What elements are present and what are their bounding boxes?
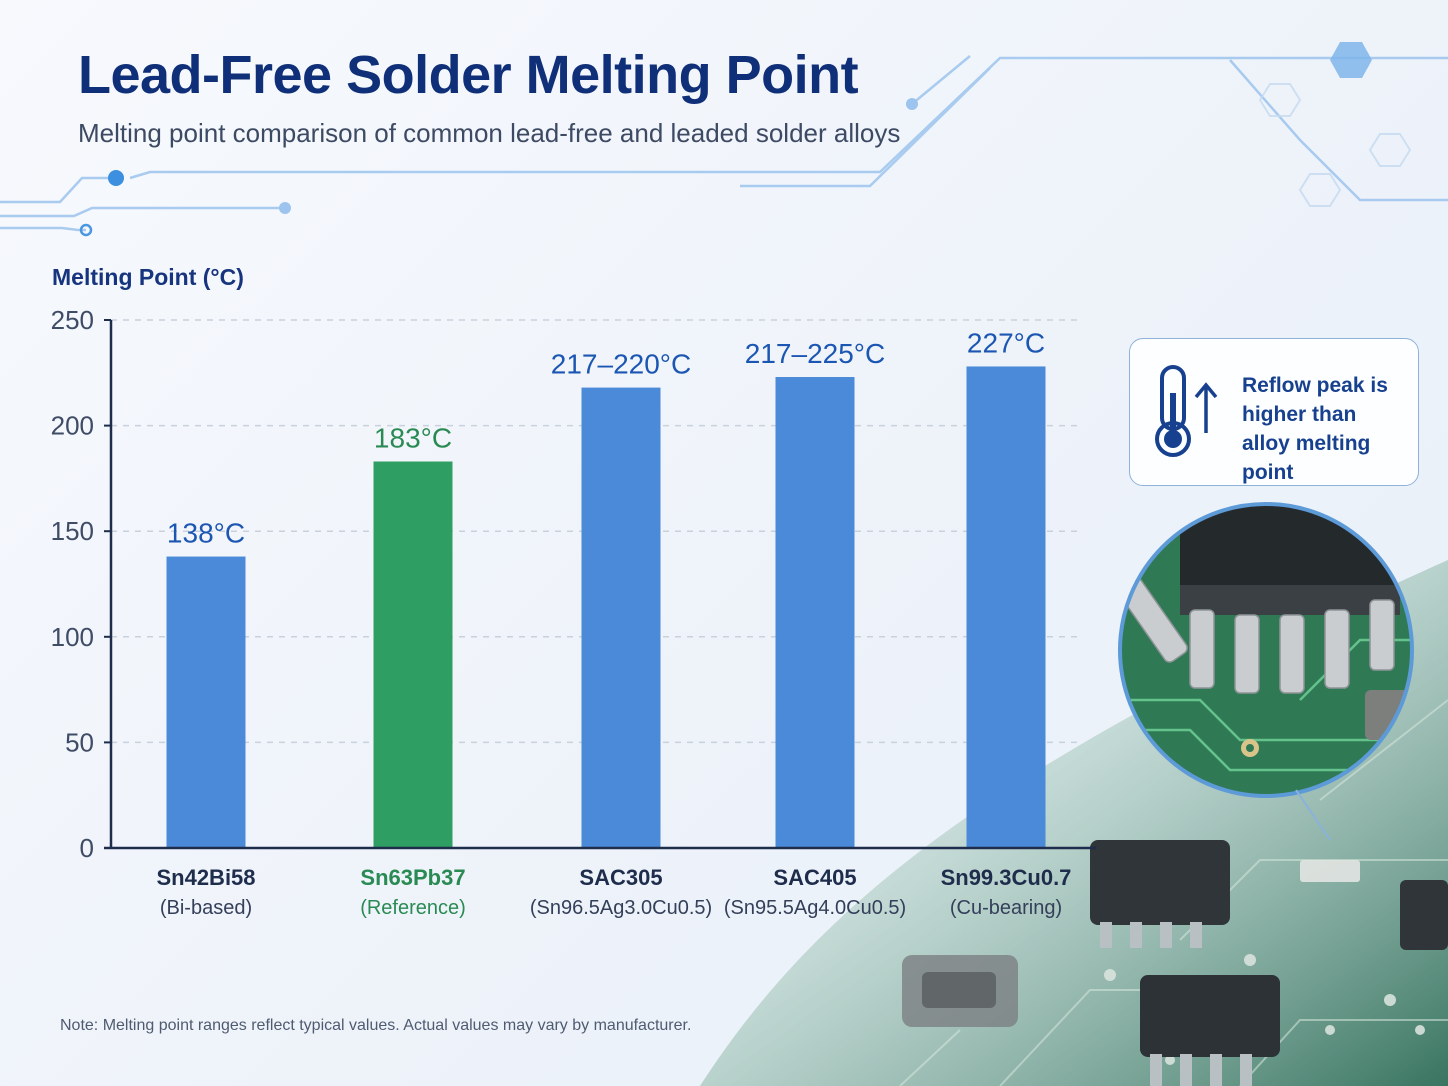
page-subtitle: Melting point comparison of common lead-… (78, 118, 901, 148)
x-category-sublabel: (Reference) (360, 897, 466, 919)
x-category-sublabel: (Bi-based) (160, 897, 252, 919)
page-title: Lead-Free Solder Melting Point (78, 45, 859, 105)
y-axis-label: Melting Point (°C) (52, 264, 244, 290)
bar-sac405 (775, 377, 855, 848)
y-tick-label: 150 (51, 516, 94, 546)
bar-sac305 (581, 387, 661, 848)
bar-value-label: 227°C (967, 327, 1045, 358)
x-category-sublabel: (Cu-bearing) (950, 897, 1062, 919)
bar-value-label: 183°C (374, 423, 452, 454)
x-category-label: Sn63Pb37 (360, 865, 465, 890)
thermometer-up-icon (1155, 365, 1218, 457)
x-category-label: SAC305 (579, 865, 662, 890)
x-category-label: Sn42Bi58 (156, 865, 255, 890)
y-tick-label: 100 (51, 622, 94, 652)
bar-value-label: 138°C (167, 518, 245, 549)
bar-value-label: 217–225°C (745, 338, 885, 369)
bar-sn99-3cu0-7 (966, 366, 1046, 848)
y-tick-label: 50 (65, 727, 94, 757)
footnote: Note: Melting point ranges reflect typic… (60, 1017, 692, 1034)
y-tick-label: 200 (51, 411, 94, 441)
bar-value-label: 217–220°C (551, 349, 691, 380)
callout-text: Reflow peak is higher than alloy melting… (1242, 374, 1388, 484)
bar-sn42bi58 (166, 556, 246, 848)
x-category-sublabel: (Sn96.5Ag3.0Cu0.5) (530, 897, 712, 919)
y-tick-label: 250 (51, 305, 94, 335)
circuit-lines-decoration (0, 55, 1448, 232)
reflow-callout-box: Reflow peak is higher than alloy melting… (1129, 338, 1419, 486)
y-tick-label: 0 (80, 833, 94, 863)
magnified-pcb-image (1120, 504, 1412, 796)
x-category-label: SAC405 (773, 865, 856, 890)
x-category-sublabel: (Sn95.5Ag4.0Cu0.5) (724, 897, 906, 919)
bar-sn63pb37 (373, 461, 453, 848)
x-category-label: Sn99.3Cu0.7 (941, 865, 1072, 890)
